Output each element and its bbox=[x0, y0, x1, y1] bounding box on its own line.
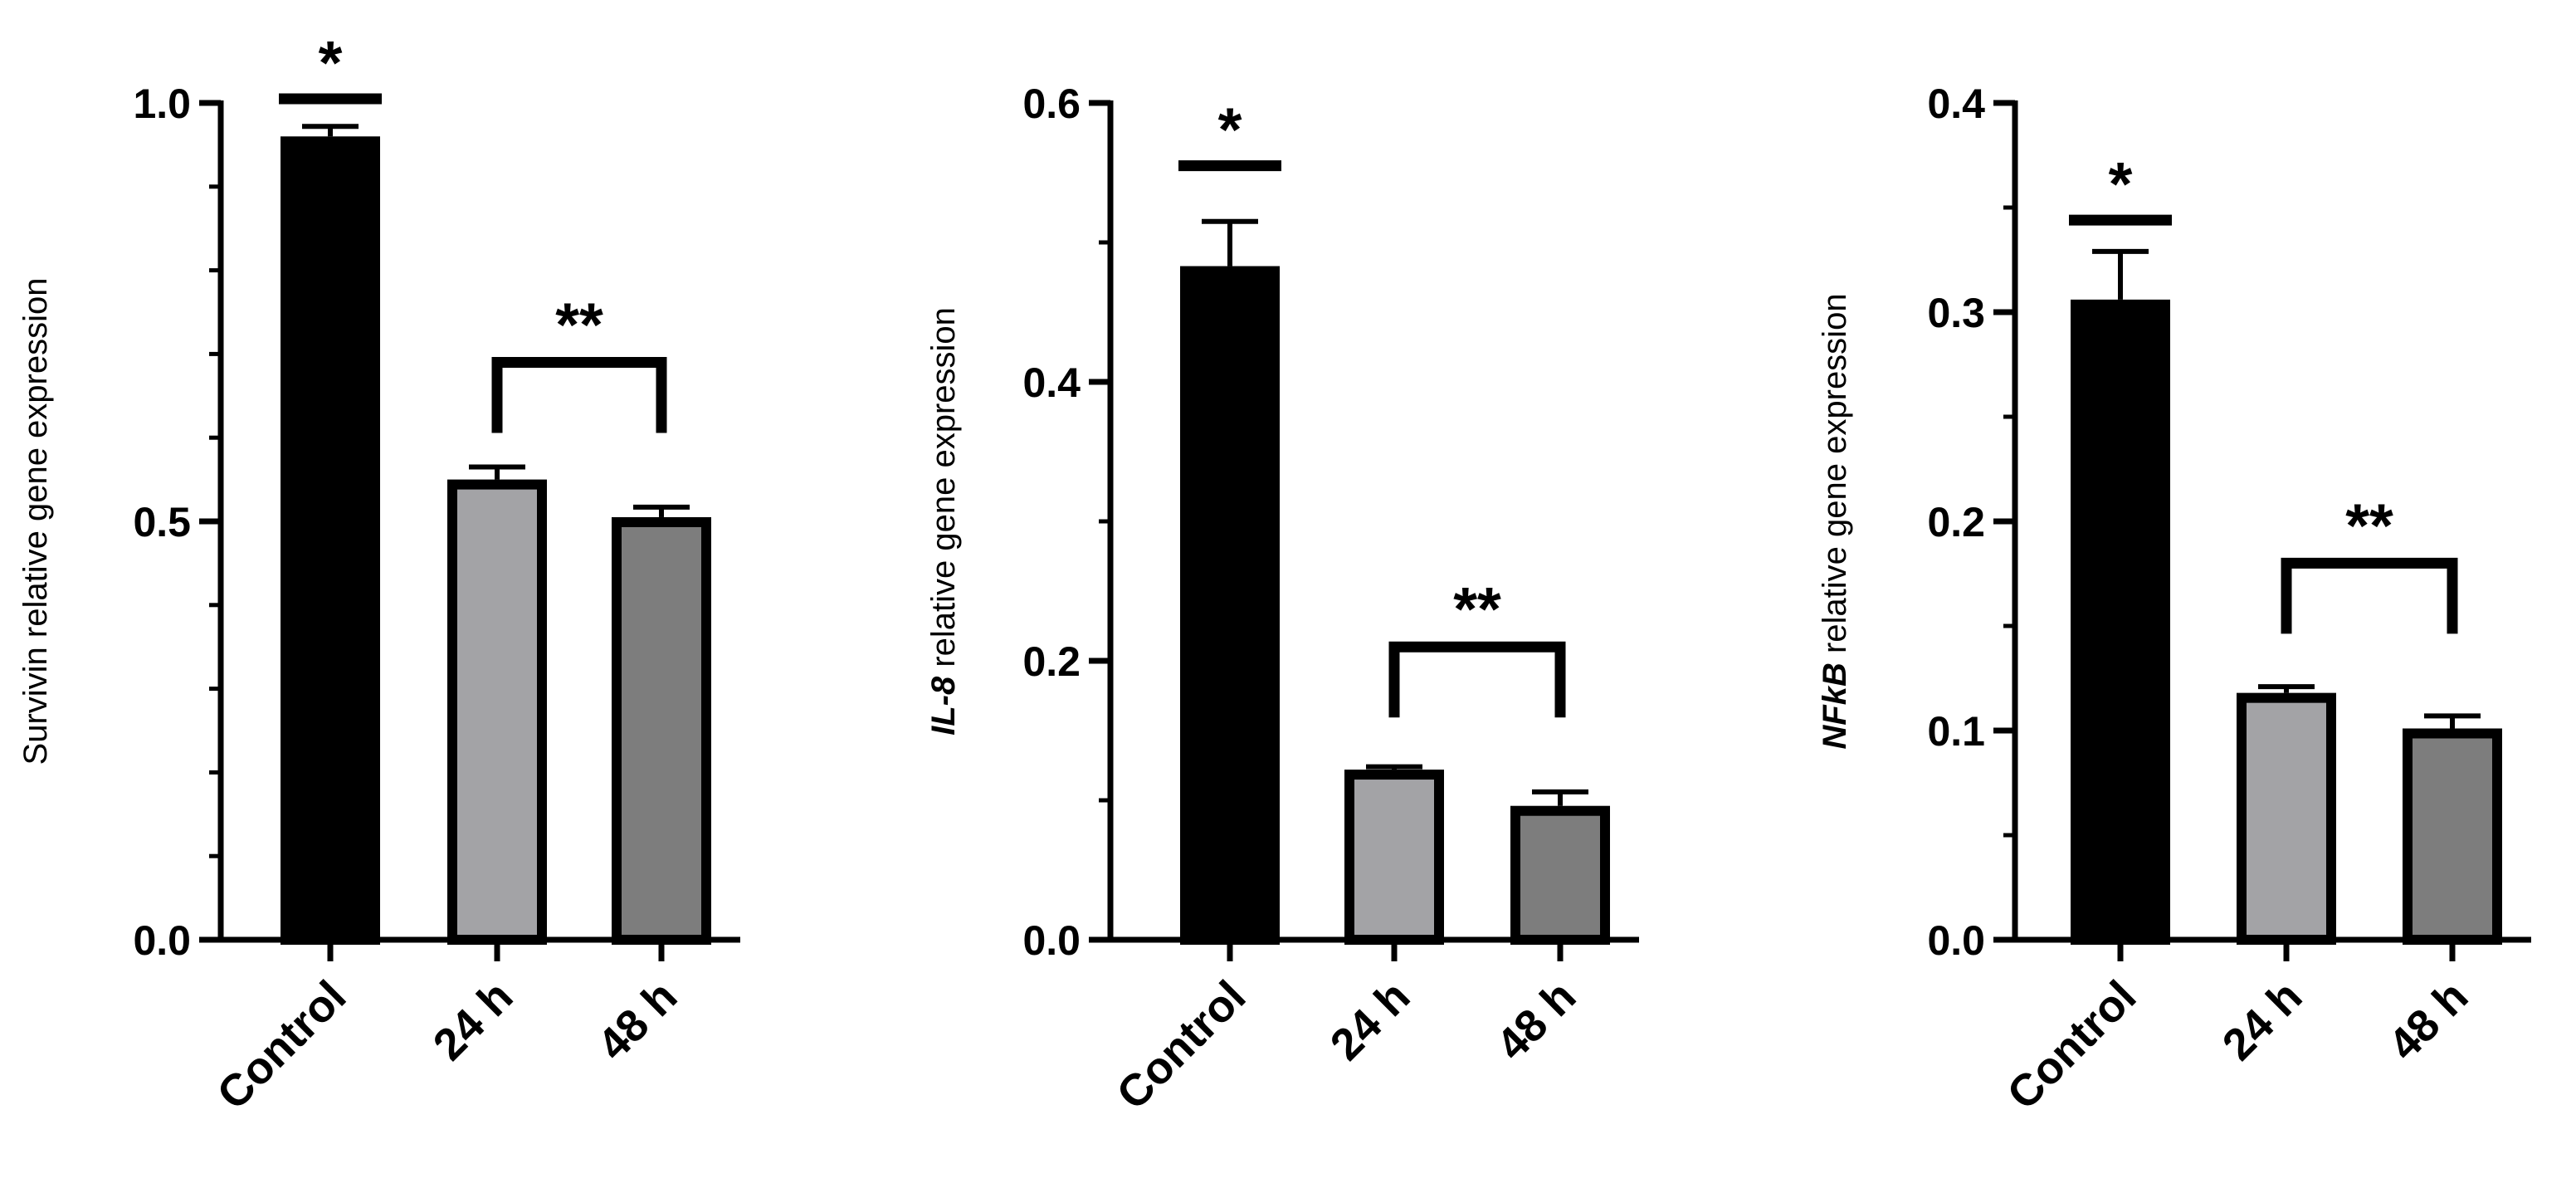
significance-stars: ** bbox=[555, 290, 603, 359]
bar-control bbox=[281, 136, 380, 945]
bar-48h bbox=[612, 516, 711, 946]
significance-bracket bbox=[491, 356, 667, 433]
y-tick-label: 1.0 bbox=[133, 81, 191, 127]
significance-bracket bbox=[1388, 641, 1566, 718]
bar-24h bbox=[447, 479, 547, 945]
y-axis-title-gene: NFkB bbox=[1817, 662, 1853, 749]
y-tick-label: 0.0 bbox=[133, 917, 191, 964]
y-axis-title: NFkB relative gene expression bbox=[1817, 293, 1853, 749]
chart-1: 0.0 0.5 1.0 Control 24 h 48 h Survivin relativ… bbox=[17, 28, 740, 1119]
y-tick-label: 0.4 bbox=[1022, 359, 1081, 406]
y-axis-title: IL-8 relative gene expression bbox=[925, 307, 962, 736]
x-tick-label: Control bbox=[207, 971, 355, 1119]
x-tick-label: Control bbox=[1107, 971, 1255, 1119]
y-axis-title-text: Survivin relative gene expression bbox=[17, 278, 54, 765]
chart-2: 0.0 0.2 0.4 0.6 Control 24 h 48 h IL-8 relative… bbox=[925, 81, 1639, 1119]
significance-star: * bbox=[319, 28, 343, 97]
y-axis-title: Survivin relative gene expression bbox=[17, 278, 54, 765]
bar-control bbox=[1180, 266, 1280, 945]
significance-stars: ** bbox=[1453, 574, 1501, 643]
x-tick-label: 24 h bbox=[424, 971, 523, 1070]
bar-48h bbox=[1510, 805, 1610, 945]
x-tick-label: 48 h bbox=[2379, 971, 2478, 1070]
x-tick-label: 24 h bbox=[2213, 971, 2312, 1070]
significance-star: * bbox=[1218, 95, 1242, 164]
y-axis-title-text: relative gene expression bbox=[1817, 293, 1853, 662]
y-tick-label: 0.0 bbox=[1022, 917, 1081, 964]
y-tick-label: 0.6 bbox=[1022, 81, 1081, 127]
y-tick-label: 0.2 bbox=[1927, 499, 1985, 545]
y-tick-label: 0.1 bbox=[1927, 708, 1985, 755]
y-tick-label: 0.0 bbox=[1927, 917, 1985, 964]
significance-star: * bbox=[2109, 149, 2133, 218]
y-tick-label: 0.3 bbox=[1927, 290, 1985, 336]
y-tick-label: 0.2 bbox=[1022, 638, 1081, 685]
x-tick-label: 48 h bbox=[1487, 971, 1586, 1070]
x-tick-label: Control bbox=[1998, 971, 2145, 1119]
significance-bracket bbox=[2281, 557, 2458, 634]
y-tick-label: 0.5 bbox=[133, 499, 191, 545]
bar-24h bbox=[2237, 692, 2336, 945]
y-axis-title-text: relative gene expression bbox=[925, 307, 962, 677]
bar-48h bbox=[2403, 728, 2502, 945]
significance-stars: ** bbox=[2345, 491, 2393, 560]
bar-control bbox=[2071, 299, 2170, 945]
x-tick-label: 24 h bbox=[1321, 971, 1420, 1070]
y-tick-label: 0.4 bbox=[1927, 81, 1985, 127]
y-axis-title-gene: IL-8 bbox=[925, 676, 962, 736]
x-tick-label: 48 h bbox=[588, 971, 687, 1070]
bar-24h bbox=[1344, 770, 1444, 945]
chart-3: 0.0 0.1 0.2 0.3 0.4 Control 24 h 48 h NFkB relat… bbox=[1817, 81, 2531, 1119]
